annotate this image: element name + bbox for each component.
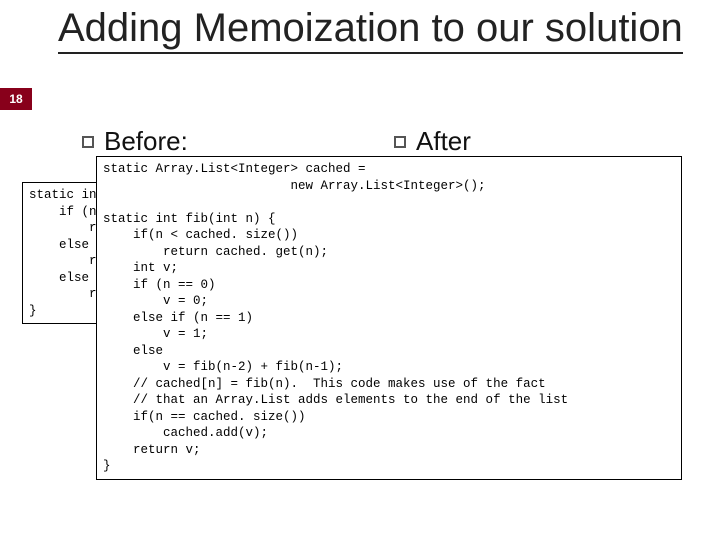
before-heading: Before:: [82, 126, 188, 157]
slide-title: Adding Memoization to our solution: [58, 6, 683, 54]
bullet-icon: [394, 136, 406, 148]
page-number: 18: [9, 92, 22, 106]
bullet-icon: [82, 136, 94, 148]
code-after: static Array.List<Integer> cached = new …: [96, 156, 682, 480]
after-label: After: [416, 126, 471, 156]
page-number-badge: 18: [0, 88, 32, 110]
after-heading: After: [394, 126, 471, 157]
before-label: Before:: [104, 126, 188, 156]
slide: 18 Adding Memoization to our solution Be…: [0, 0, 720, 540]
